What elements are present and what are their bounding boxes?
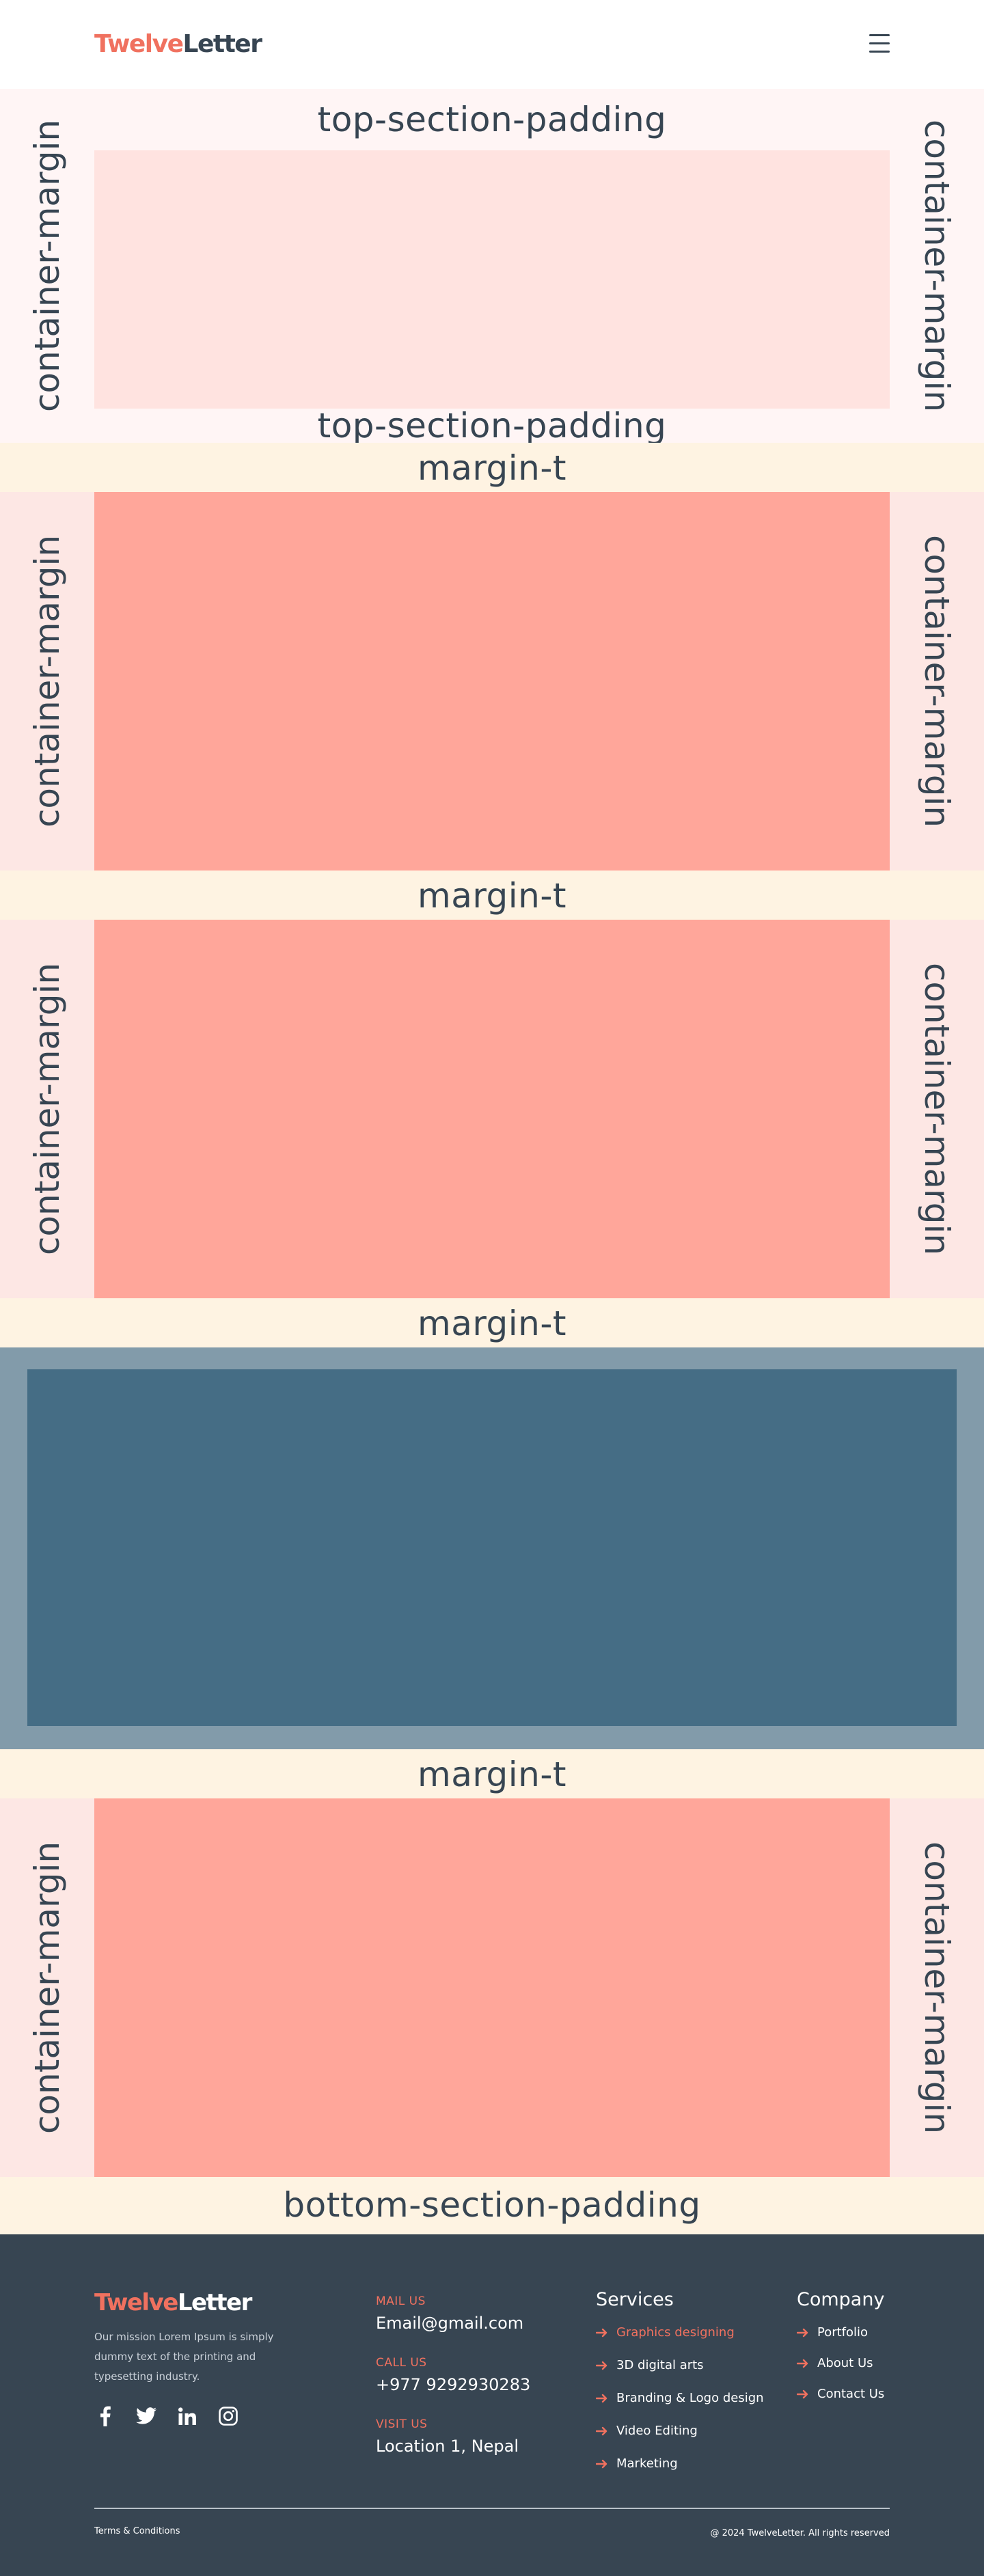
- services-link-video[interactable]: Video Editing: [596, 2424, 698, 2438]
- visit-label: VISIT US: [376, 2417, 428, 2431]
- container-margin-label: container-margin: [27, 1841, 68, 2135]
- services-link-branding[interactable]: Branding & Logo design: [596, 2391, 764, 2405]
- container-margin-right: container-margin: [890, 1798, 984, 2177]
- footer-logo[interactable]: TwelveLetter: [94, 2289, 253, 2316]
- logo-accent-text: Twelve: [94, 30, 184, 58]
- arrow-right-icon: [596, 2361, 607, 2370]
- terms-link[interactable]: Terms & Conditions: [94, 2526, 180, 2536]
- container-margin-left: container-margin: [0, 89, 94, 443]
- company-link-label: Contact Us: [817, 2387, 885, 2401]
- company-link-label: Portfolio: [817, 2325, 869, 2340]
- twitter-icon[interactable]: [135, 2405, 157, 2427]
- site-header: TwelveLetter: [0, 0, 984, 89]
- margin-t-label: margin-t: [418, 876, 566, 916]
- footer-mission-text: Our mission Lorem Ipsum is simply dummy …: [94, 2331, 274, 2383]
- arrow-right-icon: [797, 2328, 808, 2337]
- top-padding-label-bottom: top-section-padding: [317, 406, 667, 446]
- margin-t-band: margin-t: [0, 1749, 984, 1798]
- container-margin-label: container-margin: [917, 534, 957, 828]
- hamburger-menu-icon[interactable]: [869, 33, 890, 55]
- margin-t-label: margin-t: [418, 448, 566, 488]
- full-width-section: [0, 1347, 984, 1749]
- margin-t-band: margin-t: [0, 443, 984, 492]
- container-margin-left: container-margin: [0, 920, 94, 1298]
- container-margin-right: container-margin: [890, 920, 984, 1298]
- margin-t-band: margin-t: [0, 1298, 984, 1347]
- copyright-text: @ 2024 TwelveLetter. All rights reserved: [710, 2528, 890, 2538]
- content-section: container-margin container-margin: [0, 920, 984, 1298]
- linkedin-icon[interactable]: [176, 2405, 198, 2427]
- content-section: container-margin container-margin: [0, 1798, 984, 2177]
- container-margin-left: container-margin: [0, 1798, 94, 2177]
- container-margin-label: container-margin: [917, 1841, 957, 2135]
- services-title: Services: [596, 2289, 674, 2310]
- content-block: [94, 920, 890, 1298]
- full-width-content-block: [27, 1369, 957, 1726]
- content-block: [94, 1798, 890, 2177]
- container-margin-left: container-margin: [0, 492, 94, 871]
- arrow-right-icon: [596, 2459, 607, 2468]
- social-links: [94, 2405, 239, 2427]
- margin-t-label: margin-t: [418, 1755, 566, 1794]
- footer-logo-light: Letter: [177, 2289, 253, 2316]
- container-margin-label: container-margin: [917, 119, 957, 413]
- hero-section: top-section-padding container-margin con…: [0, 89, 984, 443]
- container-margin-label: container-margin: [27, 119, 68, 413]
- company-link-label: About Us: [817, 2356, 873, 2370]
- services-link-graphics[interactable]: Graphics designing: [596, 2325, 735, 2340]
- container-margin-right: container-margin: [890, 492, 984, 871]
- services-link-label: 3D digital arts: [616, 2358, 704, 2372]
- container-margin-label: container-margin: [27, 962, 68, 1256]
- call-value[interactable]: +977 9292930283: [376, 2375, 531, 2394]
- facebook-icon[interactable]: [94, 2405, 116, 2427]
- margin-t-band: margin-t: [0, 871, 984, 920]
- instagram-icon[interactable]: [217, 2405, 239, 2427]
- call-label: CALL US: [376, 2356, 427, 2370]
- services-link-marketing[interactable]: Marketing: [596, 2456, 678, 2471]
- bottom-padding-label: bottom-section-padding: [283, 2185, 701, 2225]
- services-link-label: Graphics designing: [616, 2325, 735, 2340]
- hero-content-block: [94, 150, 890, 409]
- content-block: [94, 492, 890, 871]
- footer-divider: [94, 2508, 890, 2509]
- arrow-right-icon: [797, 2359, 808, 2368]
- container-margin-label: container-margin: [27, 534, 68, 828]
- site-logo[interactable]: TwelveLetter: [94, 30, 262, 58]
- visit-value: Location 1, Nepal: [376, 2437, 519, 2456]
- mail-value[interactable]: Email@gmail.com: [376, 2314, 524, 2333]
- services-link-label: Video Editing: [616, 2424, 698, 2438]
- container-margin-right: container-margin: [890, 89, 984, 443]
- services-link-label: Marketing: [616, 2456, 678, 2471]
- arrow-right-icon: [596, 2394, 607, 2402]
- mail-label: MAIL US: [376, 2294, 426, 2308]
- company-link-about[interactable]: About Us: [797, 2356, 873, 2370]
- arrow-right-icon: [596, 2328, 607, 2337]
- footer-logo-accent: Twelve: [94, 2289, 178, 2316]
- services-link-3d[interactable]: 3D digital arts: [596, 2358, 704, 2372]
- site-footer: TwelveLetter Our mission Lorem Ipsum is …: [0, 2234, 984, 2576]
- company-title: Company: [797, 2289, 885, 2310]
- arrow-right-icon: [797, 2389, 808, 2398]
- bottom-padding-band: bottom-section-padding: [0, 2177, 984, 2234]
- container-margin-label: container-margin: [917, 962, 957, 1256]
- arrow-right-icon: [596, 2426, 607, 2435]
- services-link-label: Branding & Logo design: [616, 2391, 764, 2405]
- top-padding-label: top-section-padding: [317, 100, 667, 139]
- company-link-portfolio[interactable]: Portfolio: [797, 2325, 868, 2340]
- company-link-contact[interactable]: Contact Us: [797, 2387, 884, 2401]
- content-section: container-margin container-margin: [0, 492, 984, 871]
- logo-dark-text: Letter: [182, 30, 262, 58]
- margin-t-label: margin-t: [418, 1304, 566, 1343]
